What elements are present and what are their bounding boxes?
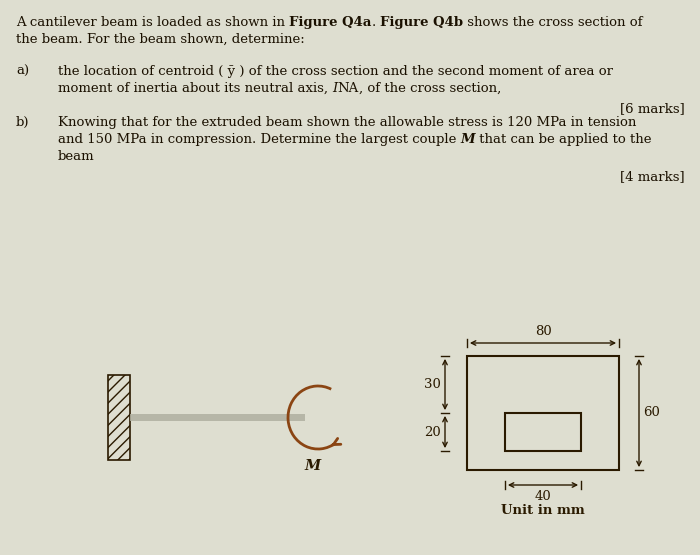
- Bar: [467, 356, 619, 470]
- Text: the location of centroid ( ȳ ) of the cross section and the second moment of are: the location of centroid ( ȳ ) of the cr…: [58, 65, 613, 78]
- Text: .: .: [372, 16, 380, 29]
- Text: beam: beam: [58, 150, 94, 163]
- Text: 60: 60: [643, 406, 660, 420]
- Text: Unit in mm: Unit in mm: [501, 504, 585, 517]
- Text: Figure Q4a: Figure Q4a: [289, 16, 372, 29]
- Text: I: I: [332, 82, 337, 95]
- Text: [6 marks]: [6 marks]: [620, 102, 685, 115]
- Text: 30: 30: [424, 378, 441, 391]
- Text: M: M: [305, 459, 321, 473]
- Text: a): a): [16, 65, 29, 78]
- Text: A cantilever beam is loaded as shown in: A cantilever beam is loaded as shown in: [16, 16, 289, 29]
- Text: 80: 80: [535, 325, 552, 338]
- Text: 20: 20: [424, 426, 441, 438]
- Text: Figure Q4b: Figure Q4b: [380, 16, 463, 29]
- Text: that can be applied to the: that can be applied to the: [475, 133, 652, 146]
- Text: and 150 MPa in compression. Determine the largest couple: and 150 MPa in compression. Determine th…: [58, 133, 461, 146]
- Text: shows the cross section of: shows the cross section of: [463, 16, 643, 29]
- Text: the beam. For the beam shown, determine:: the beam. For the beam shown, determine:: [16, 33, 304, 46]
- Text: Knowing that for the extruded beam shown the allowable stress is 120 MPa in tens: Knowing that for the extruded beam shown…: [58, 116, 636, 129]
- Text: , of the cross section,: , of the cross section,: [358, 82, 501, 95]
- Text: [4 marks]: [4 marks]: [620, 170, 685, 183]
- Text: M: M: [461, 133, 475, 146]
- Text: moment of inertia about its neutral axis,: moment of inertia about its neutral axis…: [58, 82, 332, 95]
- Text: b): b): [16, 116, 29, 129]
- Text: 40: 40: [535, 490, 552, 503]
- Bar: [130, 414, 305, 421]
- Text: NA: NA: [337, 82, 358, 95]
- Bar: [505, 413, 581, 451]
- Bar: [108, 375, 130, 460]
